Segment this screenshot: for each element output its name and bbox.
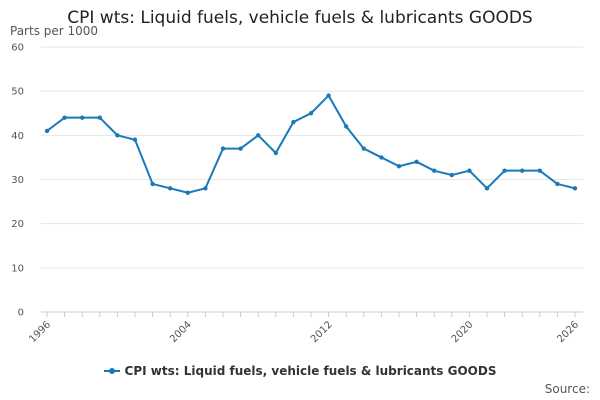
y-tick-label-40: 40: [11, 131, 24, 142]
data-point-2013: [344, 124, 349, 129]
x-axis: 1996 2004 2012 2020 2026: [27, 312, 581, 345]
data-point-2024: [537, 168, 542, 173]
x-tick-label-2026: 2026: [555, 319, 581, 345]
x-tick-label-1996: 1996: [27, 319, 53, 345]
series-line-0: [46, 94, 576, 194]
y-tick-label-30: 30: [11, 175, 24, 186]
data-point-2007: [238, 146, 243, 151]
data-point-2012: [326, 93, 331, 98]
source-label: Source:: [544, 382, 590, 396]
y-tick-label-50: 50: [11, 87, 24, 98]
x-tick-label-2020: 2020: [450, 319, 476, 345]
y-tick-label-0: 0: [18, 308, 24, 319]
grid-lines: [41, 46, 583, 313]
data-point-1996: [44, 128, 50, 134]
data-point-2016: [396, 164, 402, 169]
data-point-2001: [132, 137, 138, 142]
data-point-2022: [502, 168, 507, 173]
data-point-2009: [273, 150, 278, 156]
data-point-2023: [520, 168, 525, 173]
data-point-2006: [220, 146, 226, 151]
y-tick-label-10: 10: [11, 263, 24, 274]
data-point-2020: [467, 168, 472, 173]
y-axis: 0 10 20 30 40 50 60: [11, 43, 24, 319]
data-point-2019: [449, 172, 454, 178]
data-point-1998: [80, 115, 85, 120]
x-tick-label-2012: 2012: [309, 319, 335, 345]
series-layer: [44, 93, 578, 195]
x-tick-label-2004: 2004: [168, 319, 194, 345]
data-point-2017: [414, 159, 419, 165]
data-point-2026: [572, 186, 578, 191]
y-axis-label: Parts per 1000: [10, 24, 99, 38]
data-point-2011: [308, 111, 314, 116]
data-point-1999: [97, 115, 103, 120]
data-point-2005: [203, 186, 208, 191]
data-point-2014: [361, 146, 366, 151]
data-point-1997: [62, 115, 67, 120]
data-point-2025: [555, 181, 560, 187]
legend-label: CPI wts: Liquid fuels, vehicle fuels & l…: [124, 364, 497, 378]
y-tick-label-20: 20: [11, 219, 24, 230]
legend[interactable]: CPI wts: Liquid fuels, vehicle fuels & l…: [0, 364, 600, 378]
y-tick-label-60: 60: [11, 43, 24, 54]
data-point-2015: [379, 155, 384, 160]
data-point-2018: [432, 168, 437, 173]
legend-line-icon: [103, 368, 120, 374]
data-point-2002: [150, 181, 155, 187]
legend-marker-icon: [108, 368, 115, 374]
data-point-2000: [115, 133, 120, 138]
data-point-2003: [168, 186, 173, 191]
data-point-2004: [185, 190, 190, 195]
data-point-2021: [484, 186, 490, 191]
data-point-2010: [291, 119, 296, 125]
chart-title: CPI wts: Liquid fuels, vehicle fuels & l…: [67, 8, 533, 28]
data-point-2008: [256, 133, 261, 138]
